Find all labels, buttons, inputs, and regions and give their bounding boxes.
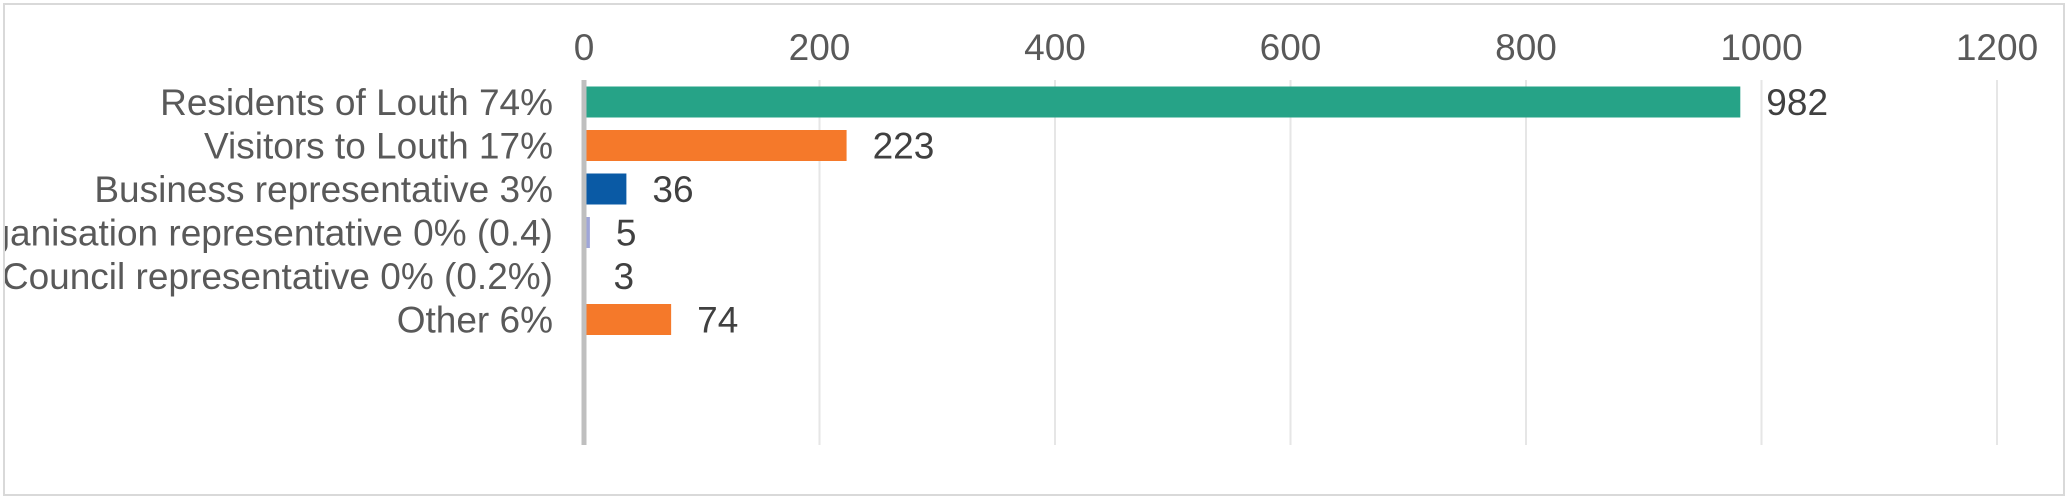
category-label: Organisation representative 0% (0.4) xyxy=(5,213,553,254)
bar xyxy=(584,217,590,248)
chart-frame: 0 200 400 600 800 1000 1200 Residents of Louth… xyxy=(3,3,2065,496)
bar xyxy=(584,86,1741,118)
data-label: 982 xyxy=(1766,82,1828,123)
category-labels: Residents of Louth 74%Visitors to Louth … xyxy=(5,82,553,341)
bars xyxy=(584,86,1741,335)
x-tick-label: 800 xyxy=(1495,27,1557,68)
bar xyxy=(584,304,672,335)
gridlines xyxy=(818,80,1998,445)
bar xyxy=(584,173,627,205)
category-label: Other 6% xyxy=(397,300,553,341)
data-label: 3 xyxy=(614,256,635,297)
data-label: 74 xyxy=(697,300,738,341)
x-tick-label: 0 xyxy=(574,27,595,68)
x-tick-label: 600 xyxy=(1260,27,1322,68)
x-axis-ticks: 0 200 400 600 800 1000 1200 xyxy=(574,27,2038,68)
x-tick-label: 400 xyxy=(1024,27,1086,68)
category-label: Council representative 0% (0.2%) xyxy=(5,256,553,297)
data-label: 5 xyxy=(616,213,637,254)
bar-chart: 0 200 400 600 800 1000 1200 Residents of Louth… xyxy=(5,27,2038,445)
x-tick-label: 1200 xyxy=(1956,27,2038,68)
x-tick-label: 200 xyxy=(789,27,851,68)
x-tick-label: 1000 xyxy=(1720,27,1802,68)
category-label: Visitors to Louth 17% xyxy=(204,126,553,167)
category-label: Residents of Louth 74% xyxy=(160,82,553,123)
bar xyxy=(584,130,847,161)
category-label: Business representative 3% xyxy=(94,169,553,210)
data-label: 223 xyxy=(873,126,935,167)
data-label: 36 xyxy=(652,169,693,210)
data-labels: 982 223 36 53 74 xyxy=(614,82,1829,341)
